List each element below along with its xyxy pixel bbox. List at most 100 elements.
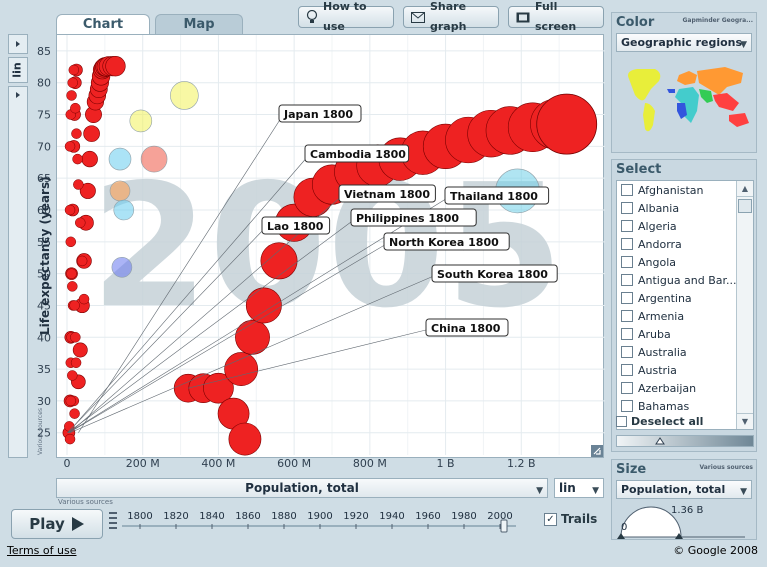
color-select-value: Geographic regions [621, 36, 743, 49]
x-scale-select[interactable]: lin ▼ [554, 478, 604, 498]
country-list-item[interactable]: Australia [617, 343, 753, 361]
trail-bubble [67, 370, 78, 381]
y-scale-select[interactable]: lin [8, 57, 28, 83]
y-axis-indicator-select[interactable] [8, 86, 28, 458]
play-button[interactable]: Play [11, 509, 103, 539]
country-list-item[interactable]: Austria [617, 361, 753, 379]
y-tick-label: 50 [37, 268, 51, 281]
country-label: Armenia [638, 309, 685, 323]
country-checkbox[interactable] [621, 382, 633, 394]
country-checkbox[interactable] [621, 400, 633, 412]
terms-of-use-link[interactable]: Terms of use [7, 544, 77, 557]
y-scale-value: lin [11, 62, 24, 78]
country-list-scrollbar[interactable]: ▲ ▼ [736, 181, 753, 429]
country-label: Angola [638, 255, 677, 269]
deselect-all-button[interactable]: Deselect all [616, 413, 754, 430]
trails-label: Trails [561, 512, 598, 526]
country-list-item[interactable]: Argentina [617, 289, 753, 307]
timeline-year-label: 1820 [163, 511, 188, 522]
y-tick-label: 25 [37, 427, 51, 440]
timeline-year-label: 1840 [199, 511, 224, 522]
trail-bubble [76, 255, 88, 267]
country-checkbox[interactable] [621, 310, 633, 322]
select-panel-title: Select [616, 162, 662, 177]
how-to-use-button[interactable]: How to use [298, 0, 394, 33]
country-checkbox[interactable] [621, 364, 633, 376]
trail-bubble [235, 319, 270, 355]
y-tick-label: 35 [37, 363, 51, 376]
size-select[interactable]: Population, total ▼ [616, 480, 752, 499]
trail-bubble [65, 395, 77, 407]
x-axis-sources: Various sources [58, 498, 113, 506]
color-select[interactable]: Geographic regions ▼ [616, 33, 752, 52]
region-world-map[interactable] [615, 59, 755, 147]
timeline-year-label: 1880 [271, 511, 296, 522]
tab-map[interactable]: Map [155, 14, 243, 36]
country-bubble [170, 81, 199, 110]
label-text: Philippines 1800 [356, 212, 459, 225]
country-label: Austria [638, 363, 677, 377]
country-checkbox[interactable] [621, 346, 633, 358]
label-layer: Japan 1800 Cambodia 1800 Vietnam 1800 Lao 1… [67, 104, 558, 434]
scroll-down-icon[interactable]: ▼ [737, 413, 753, 429]
label-leader-line [78, 114, 284, 433]
country-checkbox[interactable] [621, 292, 633, 304]
country-list[interactable]: Afghanistan Albania Algeria Andorra Angola An… [616, 180, 754, 430]
share-graph-button[interactable]: Share graph [403, 0, 499, 33]
full-screen-label: Full screen [535, 0, 577, 33]
trails-toggle[interactable]: ✓ Trails [544, 512, 597, 526]
country-checkbox[interactable] [621, 274, 633, 286]
country-checkbox[interactable] [621, 202, 633, 214]
chart-area[interactable]: 2005 Japan 1800 Cambodia 1800 Vietnam 1800… [37, 34, 605, 470]
country-list-item[interactable]: Andorra [617, 235, 753, 253]
scroll-up-icon[interactable]: ▲ [737, 181, 753, 197]
tab-chart[interactable]: Chart [56, 14, 150, 36]
trail-bubble [224, 352, 259, 386]
country-checkbox[interactable] [621, 184, 633, 196]
y-axis-expand-button[interactable] [8, 34, 28, 54]
country-list-item[interactable]: Azerbaijan [617, 379, 753, 397]
country-checkbox[interactable] [621, 238, 633, 250]
size-legend[interactable]: 0 1.36 B [615, 501, 755, 541]
country-list-item[interactable]: Aruba [617, 325, 753, 343]
country-list-item[interactable]: Armenia [617, 307, 753, 325]
label-box [304, 144, 410, 163]
label-box [383, 232, 510, 251]
x-tick-label: 1 B [437, 457, 455, 470]
x-axis-indicator-select[interactable]: Population, total ▼ [56, 478, 548, 498]
country-checkbox[interactable] [621, 328, 633, 340]
country-list-item[interactable]: Albania [617, 199, 753, 217]
scroll-thumb[interactable] [738, 199, 752, 213]
country-list-item[interactable]: Algeria [617, 217, 753, 235]
year-timeline-slider[interactable]: 1800 1820 1840 1860 1880 1900 1920 1940 1960 1980… [106, 506, 536, 540]
country-list-item[interactable]: Afghanistan [617, 181, 753, 199]
country-list-item[interactable]: Antigua and Bar... [617, 271, 753, 289]
speed-control-icon[interactable] [109, 512, 117, 529]
country-checkbox[interactable] [621, 256, 633, 268]
country-checkbox[interactable] [621, 220, 633, 232]
label-text: China 1800 [431, 322, 501, 335]
bubble-opacity-slider[interactable] [616, 435, 754, 447]
color-panel-title: Color Gapminder Geogra... [612, 13, 756, 33]
trail-bubble [72, 342, 88, 358]
trail-bubble [66, 90, 77, 101]
timeline-handle[interactable] [500, 519, 508, 533]
country-list-item[interactable]: Bahamas [617, 397, 753, 415]
trail-bubble [64, 433, 76, 445]
trail-bubble [69, 300, 80, 311]
country-label: Azerbaijan [638, 381, 697, 395]
trails-checkbox[interactable]: ✓ [544, 512, 557, 526]
country-label: Lao 1800 [261, 216, 331, 235]
country-label: Philippines 1800 [350, 208, 477, 227]
trail-bubble [68, 64, 80, 76]
y-tick-label: 65 [37, 172, 51, 185]
share-graph-label: Share graph [430, 0, 467, 33]
size-panel: Size Various sources Population, total ▼… [611, 459, 757, 540]
resize-corner[interactable] [591, 445, 603, 457]
country-label: Japan 1800 [278, 104, 362, 123]
country-list-item[interactable]: Angola [617, 253, 753, 271]
full-screen-button[interactable]: Full screen [508, 0, 604, 33]
chevron-down-icon: ▼ [536, 486, 543, 496]
trail-bubble [70, 102, 81, 114]
